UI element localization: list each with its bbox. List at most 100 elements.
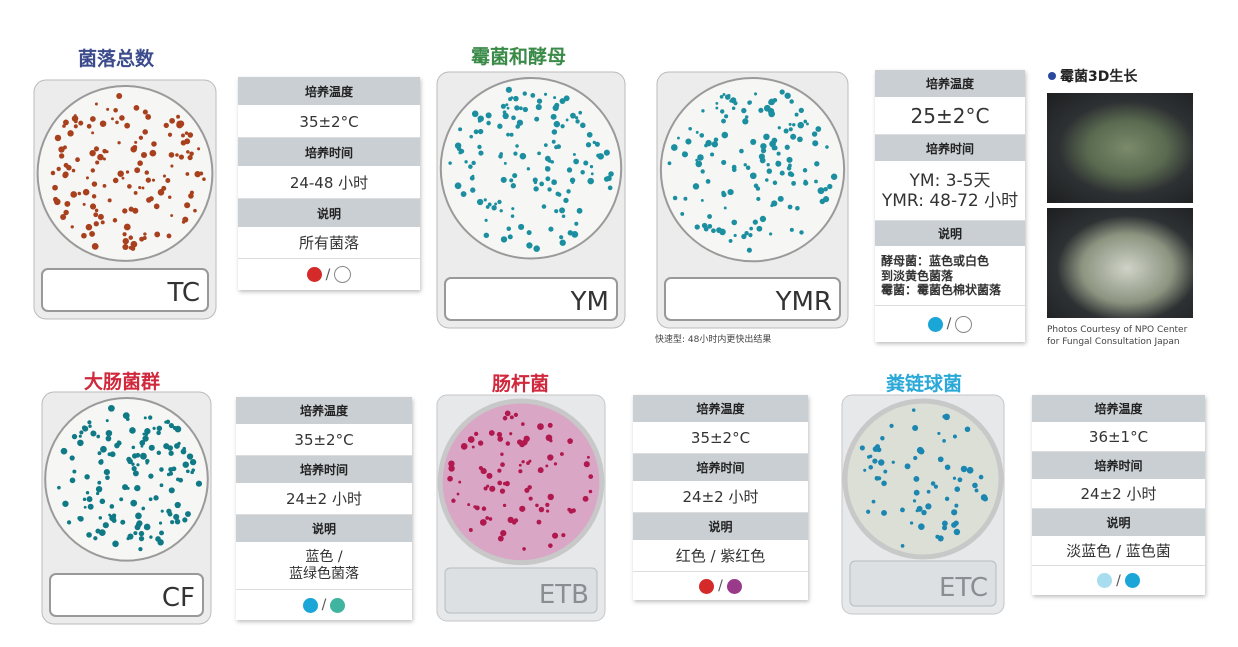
- time-header: 培养时间: [633, 454, 808, 482]
- colony: [166, 508, 172, 514]
- colony: [473, 129, 479, 135]
- colony: [545, 464, 549, 468]
- colony: [168, 467, 174, 473]
- colony: [692, 183, 700, 190]
- desc-header: 说明: [633, 513, 808, 541]
- color-swatch: [955, 315, 973, 333]
- colony: [749, 226, 753, 231]
- colony: [145, 177, 152, 183]
- separator: /: [325, 266, 331, 283]
- colony: [448, 465, 455, 472]
- colony: [680, 211, 685, 216]
- temp-header: 培养温度: [875, 70, 1025, 98]
- colony: [741, 233, 747, 240]
- colony: [122, 484, 129, 491]
- colony: [148, 196, 154, 202]
- colony: [478, 116, 482, 120]
- colony: [148, 473, 154, 479]
- colony: [100, 220, 105, 225]
- colony: [685, 138, 692, 145]
- colony: [957, 477, 963, 483]
- colony: [460, 443, 468, 450]
- colony: [483, 232, 490, 239]
- colony: [766, 163, 770, 167]
- colony: [142, 432, 146, 436]
- colony: [583, 160, 589, 166]
- colony: [63, 145, 67, 150]
- colony: [176, 114, 181, 119]
- colony: [454, 182, 462, 190]
- colony: [724, 94, 731, 100]
- colony: [799, 230, 804, 235]
- colony: [769, 232, 773, 236]
- colony: [58, 146, 65, 153]
- colony: [109, 451, 116, 458]
- colony: [535, 104, 542, 111]
- colony: [960, 465, 968, 473]
- colony: [138, 535, 145, 542]
- colony: [494, 202, 498, 206]
- ymr-plate: YMR: [656, 71, 849, 329]
- colony: [500, 452, 504, 456]
- colony: [952, 476, 957, 480]
- color-swatch: [330, 597, 346, 613]
- colony: [951, 509, 958, 516]
- colony: [697, 154, 704, 161]
- colony: [538, 506, 545, 513]
- colony: [88, 424, 92, 428]
- cf-title: 大肠菌群: [84, 371, 161, 393]
- colony: [741, 107, 747, 114]
- colony: [108, 404, 115, 412]
- colony: [510, 183, 516, 189]
- colony: [954, 486, 961, 492]
- colony: [769, 140, 776, 148]
- colony: [95, 160, 100, 165]
- colony: [559, 207, 566, 214]
- temp-header: 培养温度: [1032, 395, 1205, 423]
- colony: [96, 434, 101, 439]
- colony: [723, 206, 727, 210]
- colony: [497, 199, 502, 205]
- colony: [144, 170, 149, 175]
- colony: [184, 202, 191, 209]
- desc-value: 所有菌落: [238, 228, 420, 259]
- cf-info-table: 培养温度 35±2°C 培养时间 24±2 小时 说明 蓝色 / 蓝绿色菌落 /: [236, 397, 412, 620]
- colony: [550, 113, 557, 120]
- colony: [509, 132, 514, 137]
- colony: [889, 423, 894, 428]
- colony: [777, 126, 781, 130]
- colony: [93, 536, 98, 541]
- colony: [519, 152, 527, 160]
- colony: [750, 138, 757, 145]
- colony: [521, 460, 525, 464]
- colony: [784, 144, 790, 150]
- colony: [912, 499, 917, 503]
- colony: [711, 141, 719, 148]
- colony: [511, 207, 515, 211]
- colony: [603, 149, 610, 156]
- colony: [530, 93, 536, 98]
- colony: [497, 480, 503, 486]
- colony: [91, 194, 97, 199]
- colony: [519, 505, 526, 512]
- colony: [502, 112, 509, 120]
- colony: [448, 460, 455, 467]
- colony: [82, 497, 87, 502]
- colony: [97, 213, 104, 220]
- colony: [174, 425, 182, 433]
- colony: [505, 103, 509, 107]
- colony: [779, 170, 785, 176]
- colony: [863, 468, 867, 472]
- desc-header: 说明: [238, 199, 420, 228]
- colony: [500, 103, 506, 109]
- colony: [521, 422, 525, 426]
- colony: [122, 208, 128, 214]
- colony: [872, 446, 879, 453]
- colony: [868, 465, 874, 470]
- colony: [471, 445, 475, 449]
- colony: [142, 129, 148, 135]
- colony: [900, 544, 905, 548]
- colony: [125, 417, 130, 421]
- colony: [471, 110, 479, 118]
- colony: [134, 485, 141, 492]
